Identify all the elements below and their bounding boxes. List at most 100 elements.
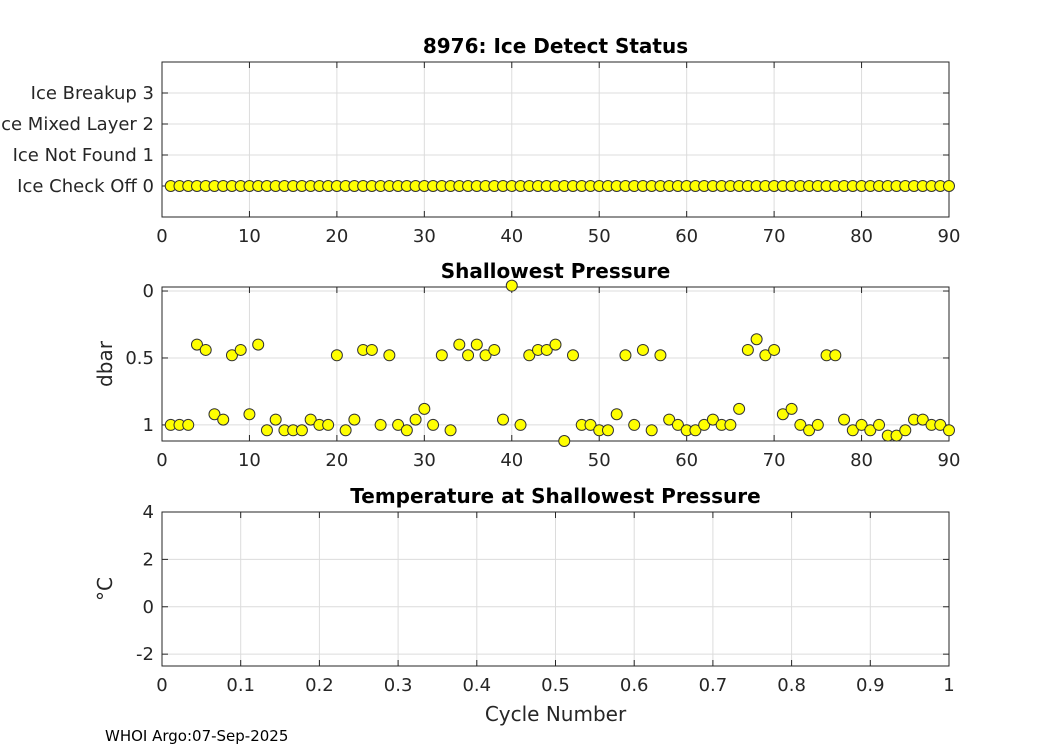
pressure-data-point [514, 418, 527, 431]
temperature-xtick-label: 0.4 [462, 675, 491, 696]
ice-chart-title: 8976: Ice Detect Status [423, 34, 688, 58]
pressure-data-point [523, 349, 536, 362]
pressure-data-point [304, 413, 317, 426]
pressure-data-point [444, 424, 457, 437]
pressure-data-point [488, 343, 501, 356]
pressure-data-point [505, 279, 518, 292]
pressure-data-point [724, 418, 737, 431]
ice-ytick-label: Ice Mixed Layer 2 [0, 114, 154, 135]
pressure-xtick-label: 70 [763, 450, 786, 471]
pressure-data-point [260, 424, 273, 437]
pressure-data-point [601, 424, 614, 437]
pressure-data-point [584, 418, 597, 431]
pressure-data-point [794, 418, 807, 431]
temperature-ytick-label: -2 [136, 644, 154, 665]
pressure-data-point [663, 413, 676, 426]
pressure-data-point [829, 349, 842, 362]
shallowest-pressure-panel: 0 10 20 30 40 50 60 70 80 90 0 0.5 1 Shallowest Press… [93, 259, 960, 471]
pressure-ytick-label: 0 [143, 281, 154, 302]
pressure-data-point [899, 424, 912, 437]
pressure-data-point [785, 402, 798, 415]
ice-xtick-label: 60 [675, 226, 698, 247]
pressure-xtick-label: 0 [156, 450, 167, 471]
temperature-xtick-label: 0.5 [541, 675, 570, 696]
pressure-data-point [392, 418, 405, 431]
ice-ytick-label: Ice Not Found 1 [13, 145, 154, 166]
pressure-data-point [365, 343, 378, 356]
ice-ytick-label: Ice Check Off 0 [17, 176, 154, 197]
temperature-xtick-label: 0.9 [856, 675, 885, 696]
pressure-data-point [855, 418, 868, 431]
ice-detect-status-panel: 0 10 20 30 40 50 60 70 80 90 Ice Check Off 0 Ice No… [0, 34, 960, 247]
pressure-data-point [479, 349, 492, 362]
pressure-data-point [645, 424, 658, 437]
pressure-data-point [776, 408, 789, 421]
temperature-xtick-label: 0.2 [305, 675, 334, 696]
pressure-data-point [339, 424, 352, 437]
temperature-chart-title: Temperature at Shallowest Pressure [350, 484, 760, 508]
pressure-data-point [217, 413, 230, 426]
temperature-panel: 0 0.1 0.2 0.3 0.4 0.5 0.6 0.7 0.8 0.9 1-2024Temper… [93, 484, 955, 726]
pressure-xtick-label: 30 [413, 450, 436, 471]
temperature-xtick-label: 0.7 [699, 675, 728, 696]
pressure-chart-title: Shallowest Pressure [441, 259, 671, 283]
ice-xtick-label: 50 [588, 226, 611, 247]
pressure-data-point [741, 343, 754, 356]
pressure-data-point [750, 333, 763, 346]
pressure-xtick-label: 20 [325, 450, 348, 471]
pressure-data-point [768, 343, 781, 356]
temperature-ytick-label: 2 [143, 549, 154, 570]
ice-axes-frame [161, 61, 950, 218]
pressure-data-point [943, 424, 955, 437]
pressure-data-point [628, 418, 641, 431]
temperature-ytick-label: 4 [143, 502, 154, 523]
pressure-data-point [453, 338, 466, 351]
pressure-data-point [234, 343, 247, 356]
pressure-data-point [619, 349, 632, 362]
pressure-data-point [671, 418, 684, 431]
pressure-data-point [558, 435, 571, 447]
pressure-data-point [706, 413, 719, 426]
ice-data-point [943, 180, 955, 192]
ice-xtick-label: 10 [238, 226, 261, 247]
pressure-data-point [383, 349, 396, 362]
pressure-data-point [759, 349, 772, 362]
temperature-ytick-label: 0 [143, 597, 154, 618]
pressure-data-point [225, 349, 238, 362]
pressure-data-point [698, 418, 711, 431]
pressure-data-point [208, 408, 221, 421]
pressure-data-point [934, 418, 947, 431]
pressure-xtick-label: 60 [675, 450, 698, 471]
pressure-data-point [470, 338, 483, 351]
pressure-data-point [418, 402, 431, 415]
pressure-data-point [190, 338, 203, 351]
pressure-data-point [838, 413, 851, 426]
temperature-xtick-label: 0.8 [777, 675, 806, 696]
ice-ytick-label: Ice Breakup 3 [31, 83, 154, 104]
pressure-data-point [295, 424, 308, 437]
pressure-data-point [916, 413, 929, 426]
pressure-data-point [322, 418, 335, 431]
pressure-data-point [243, 408, 256, 421]
pressure-data-point [540, 343, 553, 356]
pressure-data-point [374, 418, 387, 431]
footer-credit: WHOI Argo:07-Sep-2025 [105, 727, 288, 745]
pressure-data-point [610, 408, 623, 421]
pressure-xtick-label: 80 [850, 450, 873, 471]
ice-xtick-label: 30 [413, 226, 436, 247]
temperature-xtick-label: 1 [943, 675, 954, 696]
ice-xtick-label: 70 [763, 226, 786, 247]
temperature-xtick-label: 0.3 [384, 675, 413, 696]
temperature-y-axis-label: °C [93, 577, 117, 601]
pressure-ytick-label: 1 [143, 415, 154, 436]
pressure-data-point [890, 429, 903, 442]
pressure-data-point [182, 418, 195, 431]
temperature-xtick-label: 0.6 [620, 675, 649, 696]
ice-xtick-label: 90 [938, 226, 961, 247]
pressure-data-point [427, 418, 440, 431]
pressure-data-point [689, 424, 702, 437]
ice-xtick-label: 20 [325, 226, 348, 247]
pressure-data-point [330, 349, 343, 362]
pressure-data-point [549, 338, 562, 351]
pressure-data-point [400, 424, 413, 437]
